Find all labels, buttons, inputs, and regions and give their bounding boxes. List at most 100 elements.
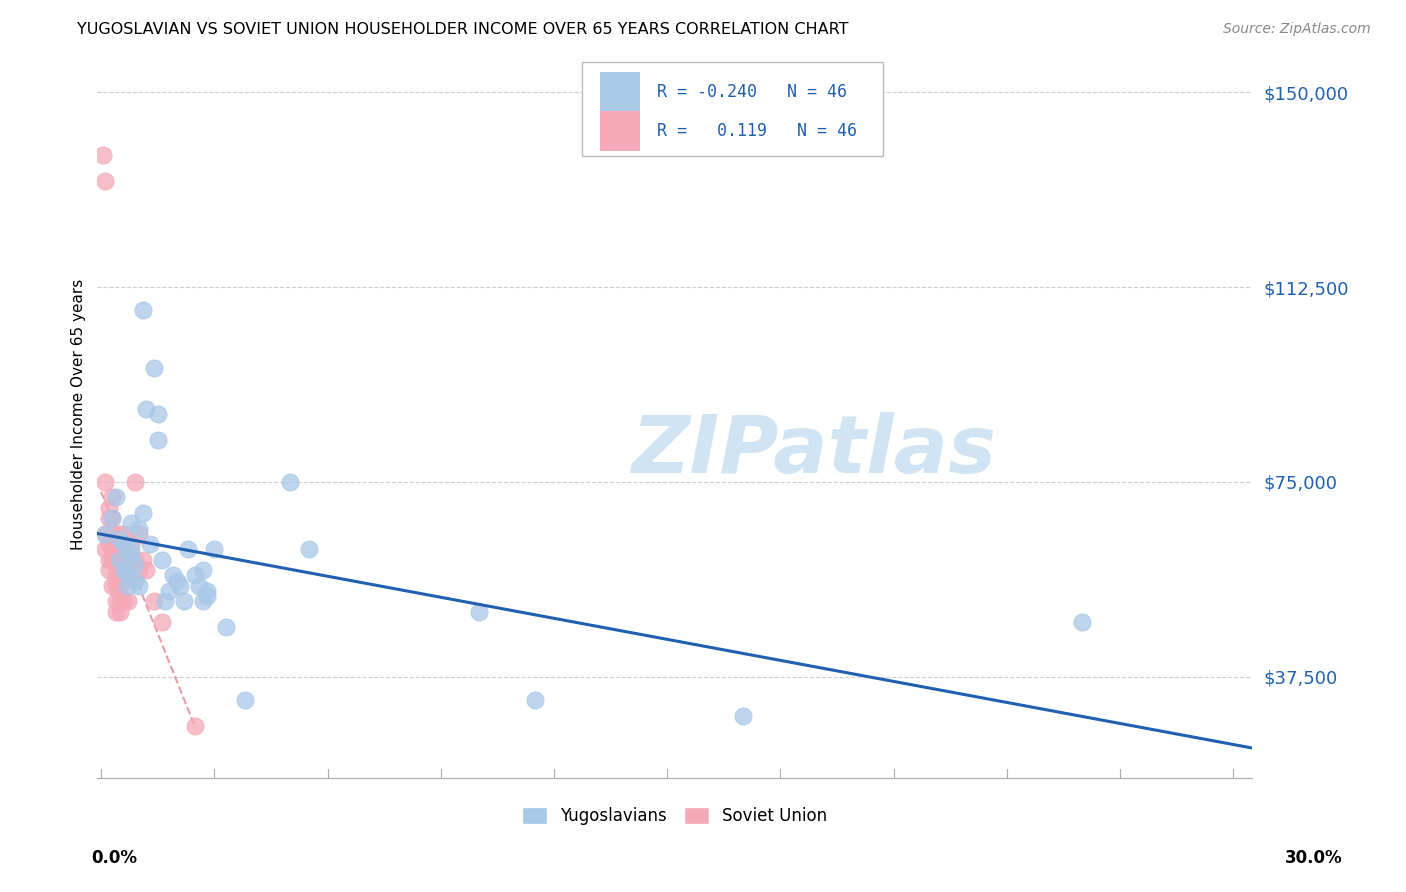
Point (101, 491, 124, 505)
Point (108, 605, 131, 619)
Point (105, 579, 128, 593)
Point (105, 552, 128, 566)
Text: YUGOSLAVIAN VS SOVIET UNION HOUSEHOLDER INCOME OVER 65 YEARS CORRELATION CHART: YUGOSLAVIAN VS SOVIET UNION HOUSEHOLDER … (77, 22, 849, 37)
Point (105, 568, 128, 582)
Point (101, 526, 124, 541)
Point (139, 537, 162, 551)
Point (105, 594, 128, 608)
Point (128, 522, 150, 536)
Point (117, 579, 139, 593)
Point (94, 526, 117, 541)
Point (108, 594, 131, 608)
Point (177, 542, 200, 557)
Point (184, 568, 207, 582)
Point (112, 542, 135, 557)
Point (162, 568, 184, 582)
Point (97, 500, 120, 515)
Point (524, 693, 547, 707)
Point (146, 407, 169, 421)
Point (120, 568, 142, 582)
Point (117, 568, 139, 582)
Point (94, 526, 117, 541)
Point (120, 537, 142, 551)
Point (112, 537, 135, 551)
Point (101, 511, 124, 525)
Point (108, 552, 131, 566)
Point (97, 552, 120, 566)
Point (173, 594, 195, 608)
Point (298, 542, 321, 557)
Point (120, 516, 142, 531)
Point (108, 532, 131, 546)
Point (112, 526, 135, 541)
Bar (582, 62, 883, 156)
Point (97, 563, 120, 577)
Point (195, 583, 218, 598)
Point (135, 402, 157, 417)
Point (467, 605, 489, 619)
Point (112, 594, 135, 608)
Point (191, 594, 214, 608)
Point (1071, 615, 1094, 629)
Point (128, 563, 150, 577)
Point (128, 526, 150, 541)
Point (120, 548, 142, 562)
Point (112, 563, 135, 577)
Point (108, 563, 131, 577)
Point (97, 537, 120, 551)
Point (150, 615, 173, 629)
Point (94, 173, 117, 187)
Point (215, 620, 238, 634)
Point (157, 583, 180, 598)
Point (124, 552, 146, 566)
Point (188, 579, 211, 593)
Point (731, 708, 754, 723)
Point (105, 537, 128, 551)
Point (131, 552, 153, 566)
Point (143, 360, 166, 375)
Point (128, 579, 150, 593)
Bar (600, 72, 640, 112)
Point (108, 526, 131, 541)
Point (124, 475, 146, 489)
Point (101, 552, 124, 566)
Point (101, 579, 124, 593)
Point (105, 605, 128, 619)
Point (169, 579, 191, 593)
Y-axis label: Householder Income Over 65 years: Householder Income Over 65 years (72, 278, 86, 549)
Point (191, 563, 214, 577)
Point (117, 568, 139, 582)
Point (101, 511, 124, 525)
Point (94, 475, 117, 489)
Point (124, 558, 146, 572)
Point (150, 552, 173, 566)
Point (131, 506, 153, 520)
Point (155, 594, 177, 608)
Point (202, 542, 225, 557)
Point (135, 563, 157, 577)
Legend: Yugoslavians, Soviet Union: Yugoslavians, Soviet Union (516, 800, 834, 831)
Point (120, 542, 142, 557)
Point (91, 147, 114, 161)
Point (101, 542, 124, 557)
Point (117, 594, 139, 608)
Text: R =   0.119   N = 46: R = 0.119 N = 46 (658, 121, 858, 140)
Point (131, 303, 153, 318)
Point (108, 579, 131, 593)
Point (105, 491, 128, 505)
Point (184, 719, 207, 733)
Text: 30.0%: 30.0% (1285, 849, 1343, 867)
Point (146, 434, 169, 448)
Point (233, 693, 256, 707)
Point (195, 589, 218, 603)
Point (97, 511, 120, 525)
Point (94, 542, 117, 557)
Point (166, 574, 188, 588)
Bar (600, 111, 640, 151)
Text: Source: ZipAtlas.com: Source: ZipAtlas.com (1223, 22, 1371, 37)
Text: R = -0.240   N = 46: R = -0.240 N = 46 (658, 83, 848, 101)
Point (278, 475, 301, 489)
Point (117, 552, 139, 566)
Point (112, 563, 135, 577)
Point (143, 594, 166, 608)
